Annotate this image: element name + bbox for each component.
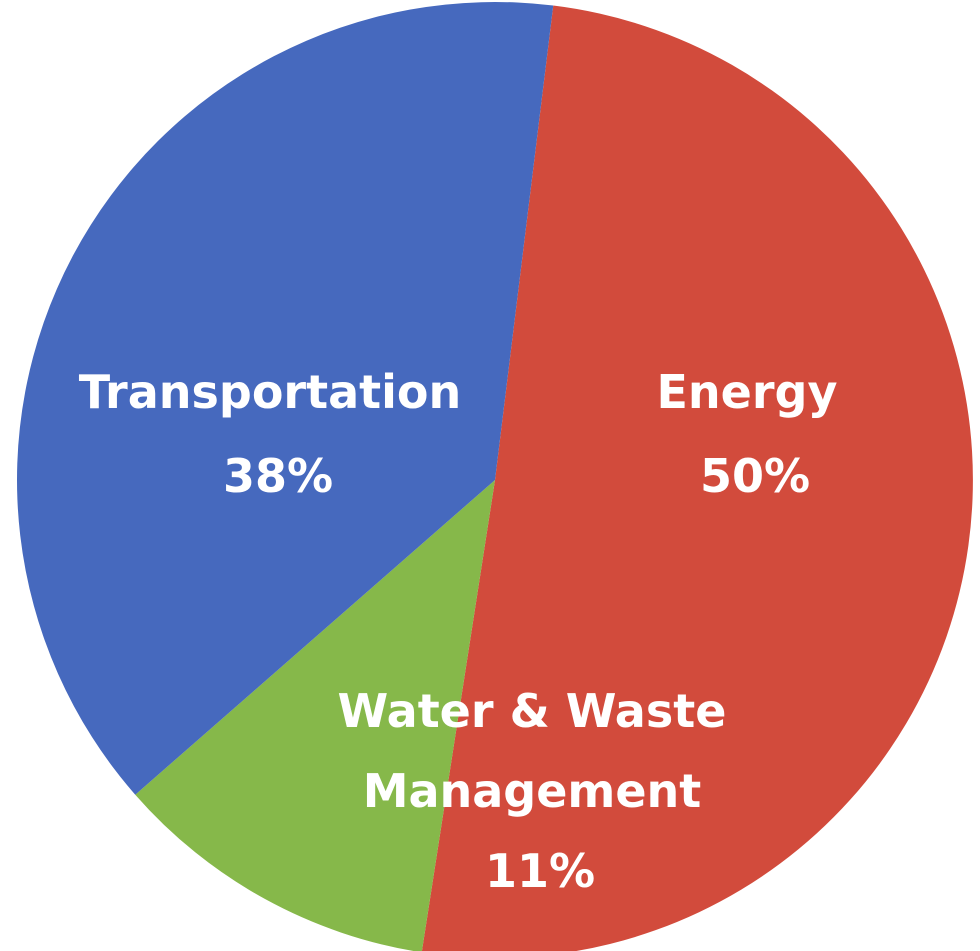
slice-transportation bbox=[17, 1, 554, 795]
water-waste-name-line1: Water & Waste bbox=[338, 684, 727, 738]
slice-water-waste bbox=[135, 480, 495, 951]
pie-slices bbox=[17, 1, 973, 951]
energy-percent: 50% bbox=[700, 449, 810, 503]
transportation-name: Transportation bbox=[79, 365, 462, 419]
slice-energy bbox=[421, 5, 973, 951]
transportation-label: Transportation 38% bbox=[79, 365, 478, 503]
transportation-percent: 38% bbox=[223, 449, 333, 503]
water-waste-percent: 11% bbox=[485, 844, 595, 898]
energy-label: Energy 50% bbox=[657, 365, 854, 503]
water-waste-name-line2: Management bbox=[363, 764, 702, 818]
pie-labels: Energy 50% Water & Waste Management 11% … bbox=[79, 365, 854, 898]
water-waste-label: Water & Waste Management 11% bbox=[338, 684, 743, 898]
energy-name: Energy bbox=[657, 365, 838, 419]
